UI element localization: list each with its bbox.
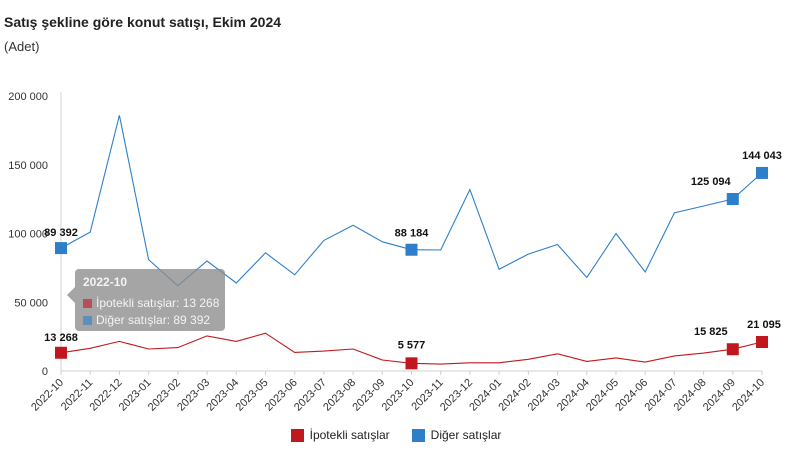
y-tick-label: 100 000 — [8, 229, 48, 241]
y-tick-label: 150 000 — [8, 160, 48, 172]
data-label-mortgage: 13 268 — [44, 332, 78, 344]
data-point-marker-other — [55, 242, 67, 255]
tooltip-row-other: Diğer satışlar: 89 392 — [83, 313, 210, 327]
data-label-other: 89 392 — [44, 227, 78, 239]
x-tick-label: 2023-10 — [380, 377, 417, 414]
tooltip-row-mortgage: İpotekli satışlar: 13 268 — [83, 296, 219, 310]
tooltip-swatch-mortgage — [83, 298, 92, 308]
legend-swatch-other — [411, 428, 425, 442]
tooltip-text-mortgage: İpotekli satışlar: 13 268 — [96, 296, 220, 310]
data-label-mortgage: 15 825 — [694, 326, 728, 338]
legend-label-mortgage: İpotekli satışlar — [309, 428, 390, 442]
legend-item-other[interactable]: Diğer satışlar — [411, 428, 502, 442]
chart-tooltip: 2022-10 İpotekli satışlar: 13 268 Diğer … — [67, 269, 225, 331]
series-line-other — [60, 115, 763, 287]
chart-title: Satış şekline göre konut satışı, Ekim 20… — [4, 14, 282, 30]
x-tick-label: 2024-10 — [730, 377, 767, 414]
data-label-other: 88 184 — [395, 228, 430, 240]
y-tick-label: 0 — [42, 366, 48, 378]
data-label-other: 144 043 — [742, 150, 782, 162]
data-point-marker-other — [405, 243, 418, 256]
chart-legend: İpotekli satışlar Diğer satışlar — [0, 428, 792, 442]
data-label-mortgage: 5 577 — [398, 339, 426, 351]
data-point-marker-other — [756, 166, 768, 179]
data-point-marker-mortgage — [726, 343, 739, 356]
legend-label-other: Diğer satışlar — [430, 428, 502, 442]
data-point-marker-mortgage — [756, 335, 768, 348]
data-point-marker-mortgage — [405, 357, 418, 370]
data-label-mortgage: 21 095 — [747, 319, 781, 331]
tooltip-text-other: Diğer satışlar: 89 392 — [96, 313, 211, 327]
data-point-marker-mortgage — [55, 346, 67, 359]
legend-swatch-mortgage — [290, 428, 304, 442]
x-tick-label: 2022-10 — [29, 377, 66, 414]
tooltip-title: 2022-10 — [83, 275, 128, 289]
data-point-marker-other — [726, 192, 739, 205]
legend-item-mortgage[interactable]: İpotekli satışlar — [290, 428, 390, 442]
chart-subtitle: (Adet) — [4, 39, 40, 54]
tooltip-swatch-other — [83, 315, 92, 325]
data-label-other: 125 094 — [691, 176, 732, 188]
y-tick-label: 50 000 — [14, 297, 48, 309]
y-tick-label: 200 000 — [8, 91, 48, 103]
